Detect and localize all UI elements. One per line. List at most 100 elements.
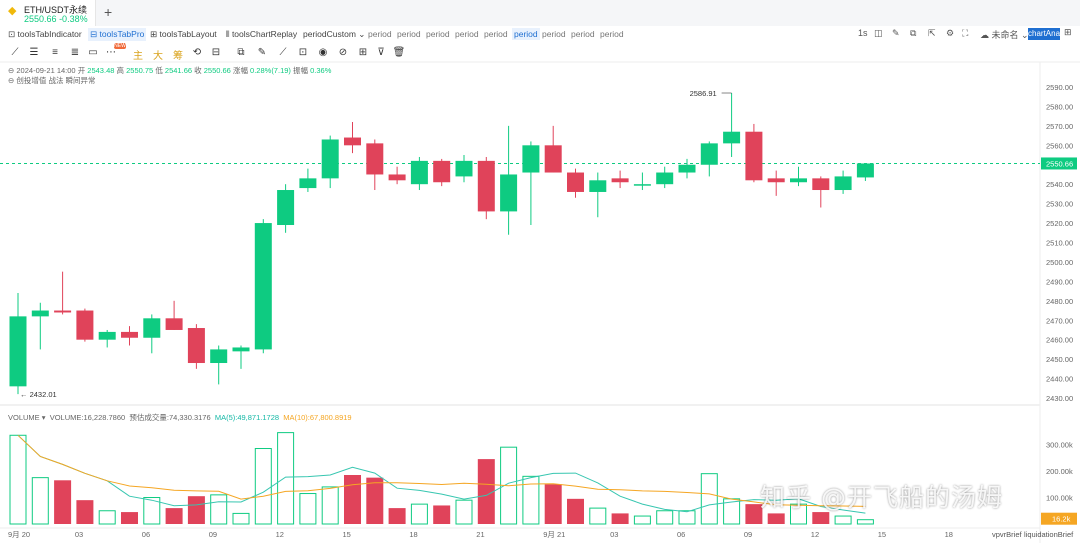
price-tick-label: 2500.00 xyxy=(1046,258,1073,267)
chips-button[interactable]: 筹 xyxy=(173,51,183,62)
chart-type-icon[interactable]: ⊞ xyxy=(358,47,368,58)
settings-gear-icon[interactable]: ⚙ xyxy=(946,28,955,38)
time-tick-label: 21 xyxy=(476,530,484,539)
candle-body xyxy=(321,139,339,179)
candle-body xyxy=(187,328,205,364)
price-tick-label: 2560.00 xyxy=(1046,141,1073,150)
candle-body xyxy=(544,145,562,173)
volume-tick-label: 300.00k xyxy=(1046,441,1073,450)
layout-save-dropdown[interactable]: ☁ 未命名 ⌄ xyxy=(980,30,1029,40)
layout-button[interactable]: ⊞ toolsTabLayout xyxy=(150,29,217,39)
trash-icon[interactable]: 🗑 xyxy=(392,47,406,58)
volume-ma5-line xyxy=(17,434,866,514)
period-button[interactable]: period xyxy=(484,29,508,39)
lock-icon[interactable]: ⊡ xyxy=(298,47,308,58)
price-tick-label: 2440.00 xyxy=(1046,375,1073,384)
expand-icon[interactable]: ⛶ xyxy=(962,28,969,38)
volume-bar xyxy=(455,499,473,525)
period-custom-dropdown[interactable]: periodCustom ⌄ xyxy=(303,29,366,39)
candle-body xyxy=(455,160,473,177)
link-icon[interactable]: ⊘ xyxy=(338,47,348,58)
price-tick-label: 2450.00 xyxy=(1046,355,1073,364)
main-force-button[interactable]: 主 xyxy=(133,51,143,62)
pro-button[interactable]: ⊟ toolsTabPro xyxy=(88,28,147,41)
trend-line-icon[interactable]: ⟋ xyxy=(11,47,19,58)
camera-icon[interactable]: ◫ xyxy=(874,28,883,38)
edit-icon[interactable]: ✎ xyxy=(892,28,900,38)
volume-bar xyxy=(210,494,228,525)
period-button[interactable]: period xyxy=(397,29,421,39)
volume-bar xyxy=(232,512,250,525)
measure-icon[interactable]: ⟋ xyxy=(279,47,287,58)
time-tick-label: 03 xyxy=(75,530,83,539)
period-button[interactable]: period xyxy=(571,29,595,39)
chart-replay-button[interactable]: ⫴ toolsChartReplay xyxy=(226,29,298,39)
time-tick-label: 18 xyxy=(409,530,417,539)
liquidation-brief-label[interactable]: liquidationBrief xyxy=(1024,530,1074,539)
volume-bar xyxy=(9,434,27,525)
volume-bar xyxy=(856,519,874,525)
period-button[interactable]: period xyxy=(426,29,450,39)
price-tick-label: 2460.00 xyxy=(1046,336,1073,345)
price-tick-label: 2510.00 xyxy=(1046,239,1073,248)
parallel-channel-icon[interactable]: ≡ xyxy=(52,47,58,58)
candle-body xyxy=(299,178,317,189)
volume-bar xyxy=(321,486,339,525)
candle-body xyxy=(344,137,361,146)
filter-icon[interactable]: ⊽ xyxy=(377,47,385,58)
volume-bar xyxy=(366,477,384,524)
candle-body xyxy=(812,178,830,191)
candle-body xyxy=(76,310,94,340)
price-tick-label: 2540.00 xyxy=(1046,180,1073,189)
period-button-active[interactable]: period xyxy=(512,28,540,40)
volume-bar xyxy=(700,473,718,525)
volume-bar xyxy=(477,459,495,524)
symbol-name: ETH/USDT永续 xyxy=(24,5,88,15)
period-button[interactable]: period xyxy=(600,29,624,39)
candle-body xyxy=(121,331,138,338)
rectangle-icon[interactable]: ▭ xyxy=(88,47,98,58)
indicator-button[interactable]: ⊡ toolsTabIndicator xyxy=(8,29,82,39)
external-link-icon[interactable]: ⧉ xyxy=(910,28,917,38)
price-tick-label: 2580.00 xyxy=(1046,102,1073,111)
pencil-icon[interactable]: ✎ xyxy=(257,47,267,58)
info-collapse-icon[interactable]: ⊖ xyxy=(8,66,15,75)
candle-body xyxy=(477,160,495,212)
candle-body xyxy=(856,163,874,178)
volume-bar xyxy=(589,507,607,525)
indicator-collapse-icon[interactable]: ⊖ xyxy=(8,76,15,85)
interval-label[interactable]: 1s xyxy=(858,28,868,38)
fullscreen-icon[interactable]: ⇱ xyxy=(928,28,936,38)
price-tick-label: 2470.00 xyxy=(1046,316,1073,325)
more-icon[interactable]: ⋯ xyxy=(106,47,116,58)
candle-body xyxy=(500,174,518,212)
chart-toolbar: ⊡ toolsTabIndicator ⊟ toolsTabPro ⊞ tool… xyxy=(0,26,1080,44)
magnet-icon[interactable]: ⊟ xyxy=(211,47,221,58)
candle-body xyxy=(366,143,384,175)
candle-body xyxy=(567,172,584,192)
period-button[interactable]: period xyxy=(542,29,566,39)
volume-header: VOLUME ▾ VOLUME:16,228.7860 预估成交量:74,330… xyxy=(8,413,352,422)
period-button[interactable]: period xyxy=(368,29,392,39)
eye-icon[interactable]: ◉ xyxy=(318,47,328,58)
price-tick-label: 2490.00 xyxy=(1046,277,1073,286)
fib-icon[interactable]: ≣ xyxy=(70,47,80,58)
candle-body xyxy=(165,318,183,330)
symbol-tab[interactable]: ◆ ETH/USDT永续 2550.66 -0.38% xyxy=(0,0,96,26)
time-tick-label: 09 xyxy=(209,530,217,539)
add-tab-plus-icon[interactable]: + xyxy=(104,4,113,20)
period-button[interactable]: period xyxy=(455,29,479,39)
big-order-button[interactable]: 大 xyxy=(153,51,163,62)
time-tick-label: 06 xyxy=(142,530,150,539)
replay-icon[interactable]: ⟲ xyxy=(192,47,202,58)
chart-analysis-button[interactable]: chartAnal xyxy=(1028,28,1062,40)
volume-bar xyxy=(812,512,830,524)
grid-icon[interactable]: ⊞ xyxy=(1064,27,1072,37)
candle-body xyxy=(9,316,27,387)
volume-bar xyxy=(299,493,317,525)
copy-icon[interactable]: ⧉ xyxy=(237,47,245,58)
horizontal-lines-icon[interactable]: ☰ xyxy=(29,47,39,58)
vpvr-brief-label[interactable]: vpvrBrief xyxy=(992,530,1022,539)
volume-tick-label: 100.00k xyxy=(1046,494,1073,503)
